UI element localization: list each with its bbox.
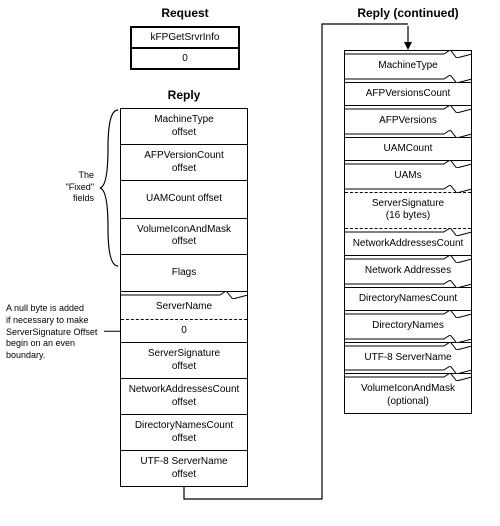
reply-to-continued-connector	[0, 0, 500, 526]
